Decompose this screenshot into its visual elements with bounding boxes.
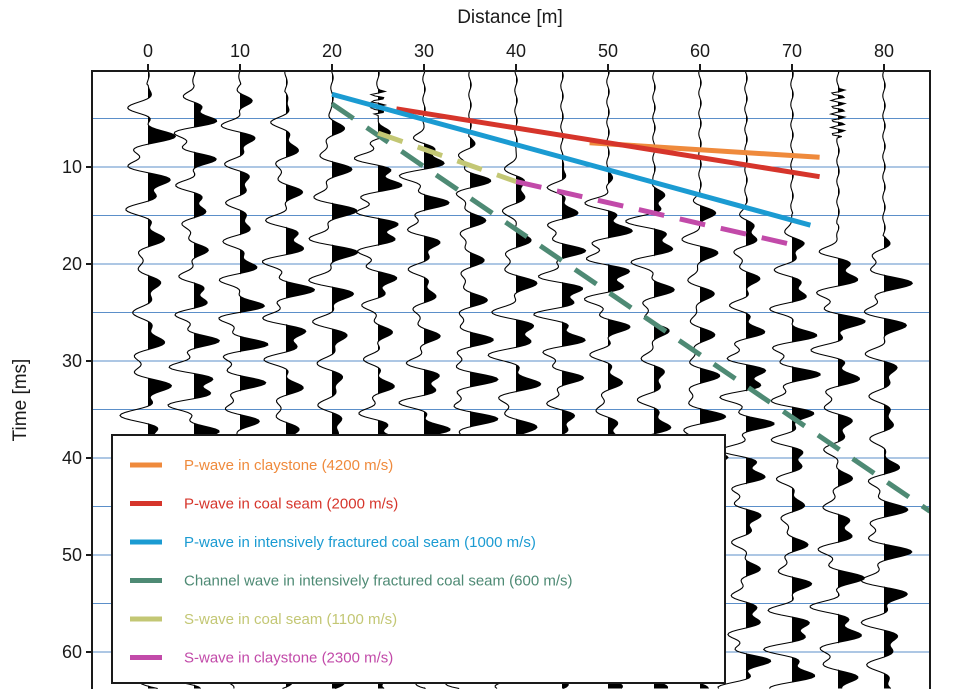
trace-fill-0: [148, 72, 176, 689]
x-tick-label-70: 70: [782, 41, 802, 61]
legend-label-0: P-wave in claystone (4200 m/s): [184, 457, 393, 474]
y-axis-title: Time [ms]: [10, 359, 31, 442]
x-tick-label-30: 30: [414, 41, 434, 61]
y-tick-label-40: 40: [62, 448, 82, 468]
trace-65: [717, 71, 775, 689]
trace-fill-80: [884, 72, 913, 689]
legend-label-2: P-wave in intensively fractured coal sea…: [184, 534, 536, 551]
x-axis-ticks: 0 10 20 30 40 50 60 70 80: [143, 41, 894, 71]
x-tick-label-80: 80: [874, 41, 894, 61]
plot-frame: [91, 70, 931, 689]
x-tick-label-50: 50: [598, 41, 618, 61]
trace-fill-40: [516, 72, 541, 689]
y-tick-label-60: 60: [62, 642, 82, 662]
trace-fill-30: [424, 72, 451, 689]
trace-fill-70: [792, 72, 821, 689]
trace-fill-65: [746, 72, 774, 689]
x-tick-label-10: 10: [230, 41, 250, 61]
legend-label-4: S-wave in coal seam (1100 m/s): [184, 611, 397, 628]
trace-75: [809, 71, 866, 689]
x-tick-label-20: 20: [322, 41, 342, 61]
x-tick-label-0: 0: [143, 41, 153, 61]
x-tick-label-60: 60: [690, 41, 710, 61]
arrival-lines: [330, 91, 930, 514]
trace-70: [762, 71, 821, 689]
legend-label-5: S-wave in claystone (2300 m/s): [184, 650, 393, 667]
trace-fill-45: [562, 72, 589, 689]
legend-box: [111, 434, 726, 684]
y-tick-label-50: 50: [62, 545, 82, 565]
legend-label-3: Channel wave in intensively fractured co…: [184, 573, 573, 590]
y-axis-ticks: 10 20 30 40 50 60: [62, 157, 92, 662]
x-axis-title: Distance [m]: [457, 7, 563, 28]
trace-fill-5: [194, 72, 220, 689]
x-tick-label-40: 40: [506, 41, 526, 61]
trace-fill-75: [838, 72, 866, 689]
legend-label-1: P-wave in coal seam (2000 m/s): [184, 496, 398, 513]
series-line-1: [396, 106, 820, 180]
series-line-3: [330, 101, 930, 514]
trace-80: [860, 71, 914, 689]
legend: P-wave in claystone (4200 m/s) P-wave in …: [111, 434, 726, 684]
series-line-4: [377, 130, 517, 184]
series-line-5: [515, 179, 793, 248]
y-tick-label-30: 30: [62, 351, 82, 371]
y-tick-label-10: 10: [62, 157, 82, 177]
series-line-2: [331, 91, 812, 228]
y-tick-label-20: 20: [62, 254, 82, 274]
